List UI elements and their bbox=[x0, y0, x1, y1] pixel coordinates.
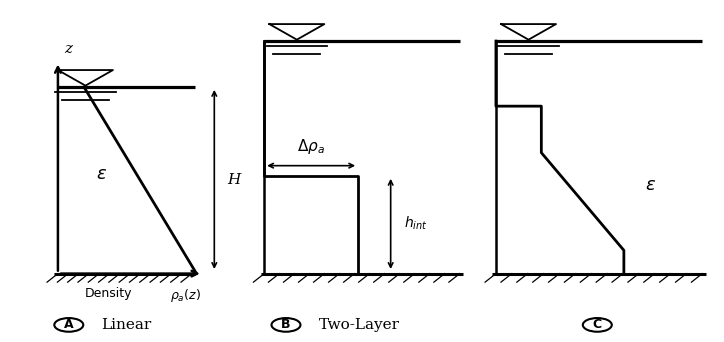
Text: C: C bbox=[593, 318, 602, 331]
Text: Two-Layer: Two-Layer bbox=[319, 318, 400, 332]
Text: B: B bbox=[281, 318, 291, 331]
Text: $\rho_a(z)$: $\rho_a(z)$ bbox=[170, 287, 201, 304]
Text: $\Delta\rho_a$: $\Delta\rho_a$ bbox=[298, 137, 325, 156]
Text: z: z bbox=[64, 42, 72, 56]
Text: A: A bbox=[64, 318, 74, 331]
Text: H: H bbox=[227, 173, 240, 187]
Text: $h_{int}$: $h_{int}$ bbox=[404, 214, 427, 232]
Text: Linear: Linear bbox=[101, 318, 151, 332]
Text: Density: Density bbox=[85, 287, 132, 300]
Text: $\epsilon$: $\epsilon$ bbox=[645, 176, 656, 194]
Text: $\epsilon$: $\epsilon$ bbox=[96, 165, 107, 183]
